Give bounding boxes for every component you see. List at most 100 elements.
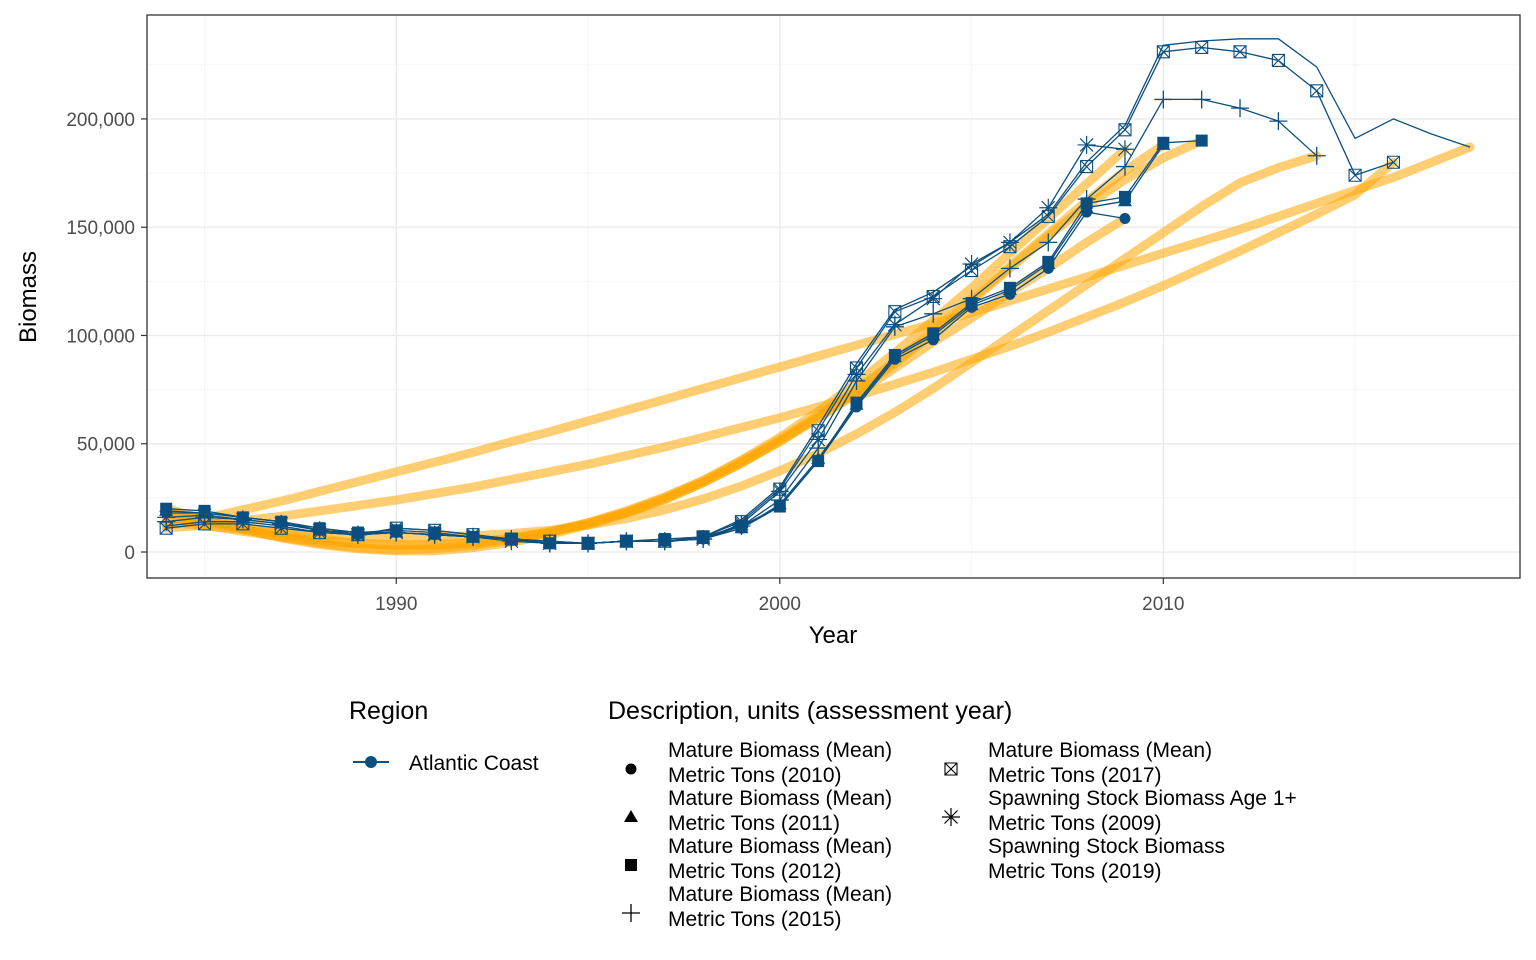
data-point-asterisk [195, 506, 214, 525]
data-point-boxx [1195, 40, 1209, 55]
data-point-square [927, 327, 940, 340]
data-point-boxx [1233, 45, 1247, 59]
series-line [166, 38, 1471, 545]
y-tick-label: 200,000 [66, 110, 135, 131]
legend-region-title: Region [349, 697, 428, 725]
data-point-plus [1000, 259, 1019, 278]
smooth-line [161, 144, 1130, 549]
data-point-boxx [1271, 53, 1285, 68]
legend-entry-line2: Metric Tons (2011) [668, 812, 840, 835]
smooth-line [161, 157, 1398, 533]
data-point-asterisk [732, 514, 751, 533]
data-point-square [888, 348, 901, 361]
data-point-boxx [1080, 160, 1094, 174]
data-point-asterisk [847, 365, 866, 384]
legend-entry-line1: Mature Biomass (Mean) [668, 739, 892, 762]
data-point-square [812, 455, 825, 468]
data-point-asterisk [540, 534, 559, 553]
data-point-asterisk [425, 525, 444, 544]
data-point-square [1118, 190, 1131, 203]
y-tick-label: 150,000 [66, 218, 135, 239]
data-point-asterisk [1039, 198, 1058, 217]
data-point-asterisk [272, 514, 291, 533]
data-point-boxx [888, 305, 902, 319]
legend-entry-line2: Metric Tons (2010) [668, 764, 842, 787]
data-point-plus [1269, 112, 1288, 131]
data-point-plus [1154, 90, 1173, 109]
data-point-asterisk [1115, 140, 1134, 159]
data-point-asterisk [655, 532, 674, 551]
data-point-boxx [159, 521, 173, 535]
legend-key-plus [622, 904, 640, 922]
data-point-plus [1039, 233, 1058, 252]
data-point-asterisk [348, 525, 367, 544]
x-axis-ticks: 1990 2000 2010 [375, 578, 1184, 615]
x-tick-label: 2010 [1142, 594, 1184, 615]
legend-region-key [353, 756, 389, 768]
panel-border [146, 14, 1521, 579]
data-point-plus [1115, 157, 1134, 176]
data-point-asterisk [387, 523, 406, 542]
data-point-asterisk [463, 527, 482, 546]
data-point-boxx [1118, 123, 1132, 137]
legend-entry-line2: Metric Tons (2015) [668, 908, 842, 931]
data-point-boxx [1156, 45, 1170, 59]
data-point-square [1195, 134, 1208, 147]
data-point-circle [1119, 213, 1131, 225]
data-point-asterisk [502, 532, 521, 551]
data-point-boxx [1310, 84, 1324, 98]
y-axis-ticks: 0 50,000 100,000 150,000 200,000 [66, 110, 147, 564]
y-tick-label: 100,000 [66, 326, 135, 347]
series-line [166, 139, 1202, 545]
smooth-line [161, 142, 1475, 531]
data-point-asterisk [770, 482, 789, 501]
data-point-boxx [1386, 155, 1400, 169]
legend-entry-line2: Metric Tons (2009) [988, 812, 1162, 835]
legend-key-triangle [624, 810, 638, 822]
legend-key-asterisk [942, 808, 960, 826]
data-point-asterisk [617, 532, 636, 551]
legend-entry-line1: Spawning Stock Biomass Age 1+ [988, 787, 1297, 810]
legend-description-entries: Mature Biomass (Mean)Metric Tons (2010)M… [622, 739, 1297, 931]
y-tick-label: 0 [124, 543, 135, 564]
legend-key-boxx [944, 762, 958, 776]
x-axis-title: Year [809, 622, 858, 649]
data-point-asterisk [694, 530, 713, 549]
legend-description-title: Description, units (assessment year) [608, 697, 1012, 725]
legend-entry-line2: Metric Tons (2012) [668, 860, 842, 883]
legend-entry-line1: Mature Biomass (Mean) [668, 883, 892, 906]
data-point-asterisk [924, 289, 943, 308]
data-point-asterisk [962, 255, 981, 274]
legend: Region Atlantic Coast Description, units… [349, 697, 1297, 931]
legend-entry-line2: Metric Tons (2017) [988, 764, 1162, 787]
data-point-asterisk [885, 315, 904, 334]
legend-entry-line2: Metric Tons (2019) [988, 860, 1162, 883]
legend-entry-line1: Mature Biomass (Mean) [668, 835, 892, 858]
data-point-square [1157, 136, 1170, 149]
data-point-asterisk [233, 510, 252, 529]
legend-entry-line1: Mature Biomass (Mean) [668, 787, 892, 810]
data-point-square [1042, 255, 1055, 268]
legend-region-marker [365, 756, 377, 768]
data-point-asterisk [1077, 135, 1096, 154]
legend-key-circle [625, 763, 637, 775]
data-point-square [850, 396, 863, 409]
legend-entry-line1: Mature Biomass (Mean) [988, 739, 1212, 762]
data-point-plus [962, 289, 981, 308]
legend-key-square [625, 859, 637, 871]
data-point-asterisk [1000, 233, 1019, 252]
data-point-plus [1307, 146, 1326, 165]
data-point-asterisk [579, 534, 598, 553]
data-point-plus [1231, 99, 1250, 118]
x-tick-label: 2000 [759, 594, 801, 615]
series-markers [157, 40, 1400, 553]
data-point-boxx [1348, 168, 1362, 182]
legend-entry-line1: Spawning Stock Biomass [988, 835, 1225, 858]
data-point-plus [1192, 90, 1211, 109]
data-point-plus [1077, 190, 1096, 209]
y-axis-title: Biomass [15, 251, 42, 343]
y-tick-label: 50,000 [77, 435, 135, 456]
data-point-asterisk [809, 430, 828, 449]
data-point-asterisk [157, 508, 176, 527]
